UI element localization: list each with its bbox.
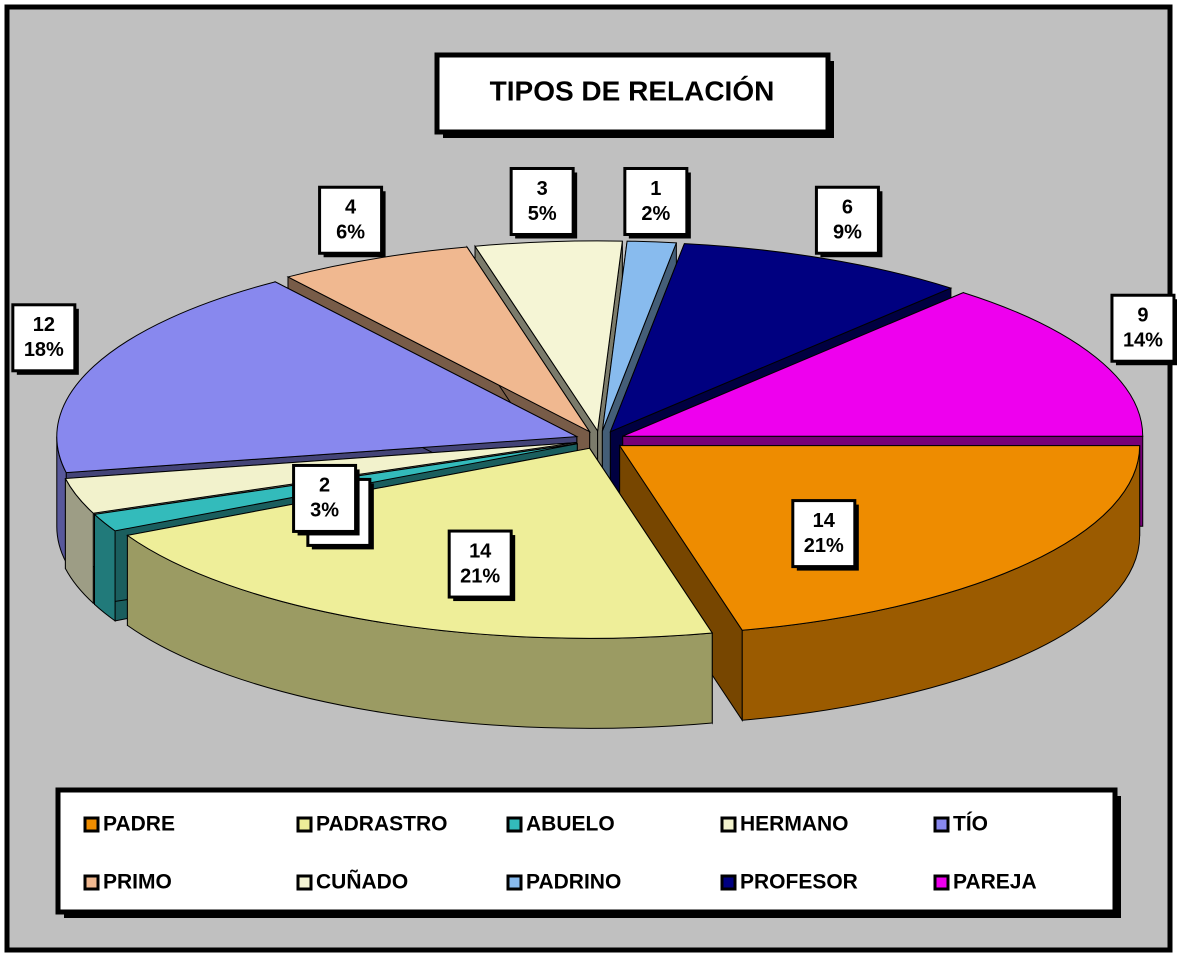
slice xyxy=(474,240,623,433)
legend-swatch xyxy=(83,816,100,833)
data-label-value: 12 xyxy=(33,314,55,336)
data-label-box xyxy=(292,463,358,533)
data-label-value: 4 xyxy=(345,197,357,219)
chart-title: TIPOS DE RELACIÓN xyxy=(490,75,775,106)
legend: PADRE PADRASTRO ABUELO HERMANO TÍO PRIMO CUÑAD… xyxy=(83,813,1037,894)
data-label-box xyxy=(1110,293,1176,363)
data-label-value: 3 xyxy=(537,178,548,200)
data-label-box xyxy=(11,303,77,373)
data-label-value: 14 xyxy=(813,510,836,532)
legend-label: PAREJA xyxy=(953,871,1037,894)
legend-swatch xyxy=(933,874,950,891)
data-label-percent: 21% xyxy=(460,565,500,587)
legend-label: TÍO xyxy=(953,813,988,836)
data-label-box xyxy=(623,166,689,236)
data-label-value: 6 xyxy=(842,197,853,219)
slice-side xyxy=(94,513,116,622)
data-label-value: 9 xyxy=(1137,305,1148,327)
legend-swatch xyxy=(83,874,100,891)
data-label-percent: 3% xyxy=(310,500,339,522)
slice xyxy=(622,292,1144,437)
slice xyxy=(56,281,579,474)
slice xyxy=(126,447,714,639)
slice xyxy=(618,445,1141,631)
data-label-box xyxy=(447,529,513,599)
legend-box xyxy=(55,787,1118,915)
legend-swatch xyxy=(506,874,523,891)
legend-label: CUÑADO xyxy=(316,871,408,894)
data-label-percent: 21% xyxy=(804,535,844,557)
slice xyxy=(609,243,953,433)
title-box xyxy=(434,52,831,135)
legend-swatch xyxy=(933,816,950,833)
data-label-percent: 18% xyxy=(24,339,64,361)
legend-swatch xyxy=(296,874,313,891)
slice xyxy=(286,246,592,434)
legend-swatch xyxy=(720,874,737,891)
legend-label: ABUELO xyxy=(526,813,615,836)
legend-swatch xyxy=(720,816,737,833)
data-label-percent: 9% xyxy=(833,222,862,244)
data-label-percent: 5% xyxy=(528,203,557,225)
legend-swatch xyxy=(506,816,523,833)
data-label-value: 2 xyxy=(319,475,330,497)
data-label-percent: 6% xyxy=(336,222,365,244)
data-label-box xyxy=(318,185,384,255)
legend-label: PROFESOR xyxy=(740,871,858,894)
legend-label: HERMANO xyxy=(740,813,849,836)
data-label-box xyxy=(791,499,857,569)
legend-label: PADRE xyxy=(103,813,175,836)
data-label-percent: 14% xyxy=(1123,330,1163,352)
pie xyxy=(56,240,1144,729)
legend-label: PRIMO xyxy=(103,871,172,894)
data-label-box xyxy=(814,185,880,255)
data-label-box xyxy=(509,166,575,236)
legend-label: PADRASTRO xyxy=(316,813,447,836)
data-label-percent: 2% xyxy=(641,203,670,225)
data-label-value: 1 xyxy=(650,178,661,200)
legend-swatch xyxy=(296,816,313,833)
data-label-value: 14 xyxy=(469,540,492,562)
slice xyxy=(601,240,678,432)
legend-label: PADRINO xyxy=(526,871,621,894)
